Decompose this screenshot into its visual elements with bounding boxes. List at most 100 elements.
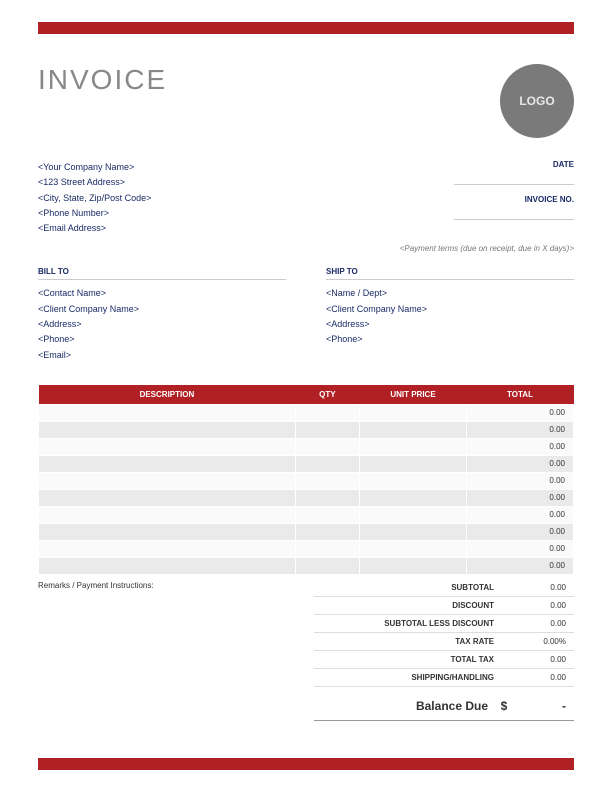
ship-to-block: SHIP TO <Name / Dept> <Client Company Na…	[326, 267, 574, 362]
ship-to-name: <Name / Dept>	[326, 286, 574, 301]
logo-placeholder: LOGO	[500, 64, 574, 138]
cell-qty[interactable]	[295, 438, 359, 455]
cell-description[interactable]	[39, 540, 296, 557]
balance-currency: $	[494, 699, 514, 713]
balance-value: -	[514, 699, 574, 713]
bill-to-company: <Client Company Name>	[38, 302, 286, 317]
table-row: 0.00	[39, 523, 574, 540]
bill-to-phone: <Phone>	[38, 332, 286, 347]
cell-qty[interactable]	[295, 472, 359, 489]
discount-value: 0.00	[504, 601, 574, 610]
cell-description[interactable]	[39, 404, 296, 421]
header: INVOICE LOGO	[38, 64, 574, 138]
invoice-no-label: INVOICE NO.	[454, 195, 574, 204]
cell-unit-price[interactable]	[359, 489, 466, 506]
shipping-value: 0.00	[504, 673, 574, 682]
balance-label: Balance Due	[314, 699, 494, 713]
cell-qty[interactable]	[295, 523, 359, 540]
cell-unit-price[interactable]	[359, 438, 466, 455]
table-row: 0.00	[39, 540, 574, 557]
cell-unit-price[interactable]	[359, 472, 466, 489]
cell-unit-price[interactable]	[359, 404, 466, 421]
accent-bar-top	[38, 22, 574, 34]
cell-unit-price[interactable]	[359, 557, 466, 574]
cell-qty[interactable]	[295, 506, 359, 523]
summary-tax-rate: TAX RATE 0.00%	[314, 633, 574, 651]
bill-to-address: <Address>	[38, 317, 286, 332]
invoice-no-field[interactable]	[454, 206, 574, 220]
cell-total: 0.00	[466, 506, 573, 523]
table-row: 0.00	[39, 489, 574, 506]
table-row: 0.00	[39, 557, 574, 574]
page-title: INVOICE	[38, 64, 167, 96]
remarks-label: Remarks / Payment Instructions:	[38, 579, 314, 721]
cell-unit-price[interactable]	[359, 421, 466, 438]
content-area: INVOICE LOGO <Your Company Name> <123 St…	[38, 50, 574, 721]
cell-description[interactable]	[39, 472, 296, 489]
subtotal-value: 0.00	[504, 583, 574, 592]
summary-discount: DISCOUNT 0.00	[314, 597, 574, 615]
cell-qty[interactable]	[295, 557, 359, 574]
company-street: <123 Street Address>	[38, 175, 151, 190]
items-tbody: 0.000.000.000.000.000.000.000.000.000.00	[39, 404, 574, 574]
company-meta-block: <Your Company Name> <123 Street Address>…	[38, 160, 574, 236]
cell-description[interactable]	[39, 557, 296, 574]
cell-description[interactable]	[39, 421, 296, 438]
date-label: DATE	[454, 160, 574, 169]
items-table: DESCRIPTION QTY UNIT PRICE TOTAL 0.000.0…	[38, 385, 574, 575]
company-info: <Your Company Name> <123 Street Address>…	[38, 160, 151, 236]
cell-unit-price[interactable]	[359, 540, 466, 557]
table-row: 0.00	[39, 438, 574, 455]
cell-unit-price[interactable]	[359, 506, 466, 523]
ship-to-title: SHIP TO	[326, 267, 574, 280]
company-name: <Your Company Name>	[38, 160, 151, 175]
bill-to-title: BILL TO	[38, 267, 286, 280]
cell-unit-price[interactable]	[359, 523, 466, 540]
table-row: 0.00	[39, 472, 574, 489]
cell-total: 0.00	[466, 421, 573, 438]
cell-total: 0.00	[466, 472, 573, 489]
total-tax-value: 0.00	[504, 655, 574, 664]
cell-total: 0.00	[466, 523, 573, 540]
date-field[interactable]	[454, 171, 574, 185]
table-row: 0.00	[39, 421, 574, 438]
cell-description[interactable]	[39, 438, 296, 455]
discount-label: DISCOUNT	[314, 601, 504, 610]
cell-description[interactable]	[39, 523, 296, 540]
cell-description[interactable]	[39, 455, 296, 472]
col-total: TOTAL	[466, 385, 573, 405]
table-row: 0.00	[39, 404, 574, 421]
ship-to-phone: <Phone>	[326, 332, 574, 347]
summary-total-tax: TOTAL TAX 0.00	[314, 651, 574, 669]
cell-qty[interactable]	[295, 540, 359, 557]
accent-bar-bottom	[38, 758, 574, 770]
cell-qty[interactable]	[295, 455, 359, 472]
cell-description[interactable]	[39, 506, 296, 523]
col-qty: QTY	[295, 385, 359, 405]
cell-total: 0.00	[466, 489, 573, 506]
meta-fields: DATE INVOICE NO.	[454, 160, 574, 230]
cell-total: 0.00	[466, 540, 573, 557]
payment-terms: <Payment terms (due on receipt, due in X…	[38, 244, 574, 253]
bill-to-contact: <Contact Name>	[38, 286, 286, 301]
subtotal-label: SUBTOTAL	[314, 583, 504, 592]
company-phone: <Phone Number>	[38, 206, 151, 221]
company-city: <City, State, Zip/Post Code>	[38, 191, 151, 206]
cell-total: 0.00	[466, 455, 573, 472]
bill-to-block: BILL TO <Contact Name> <Client Company N…	[38, 267, 286, 362]
parties-block: BILL TO <Contact Name> <Client Company N…	[38, 267, 574, 362]
cell-unit-price[interactable]	[359, 455, 466, 472]
col-unit-price: UNIT PRICE	[359, 385, 466, 405]
ship-to-address: <Address>	[326, 317, 574, 332]
cell-qty[interactable]	[295, 421, 359, 438]
shipping-label: SHIPPING/HANDLING	[314, 673, 504, 682]
cell-qty[interactable]	[295, 404, 359, 421]
tax-rate-label: TAX RATE	[314, 637, 504, 646]
balance-due-row: Balance Due $ -	[314, 693, 574, 721]
cell-description[interactable]	[39, 489, 296, 506]
summary-table: SUBTOTAL 0.00 DISCOUNT 0.00 SUBTOTAL LES…	[314, 579, 574, 721]
summary-subtotal: SUBTOTAL 0.00	[314, 579, 574, 597]
table-row: 0.00	[39, 506, 574, 523]
cell-qty[interactable]	[295, 489, 359, 506]
tax-rate-value: 0.00%	[504, 637, 574, 646]
